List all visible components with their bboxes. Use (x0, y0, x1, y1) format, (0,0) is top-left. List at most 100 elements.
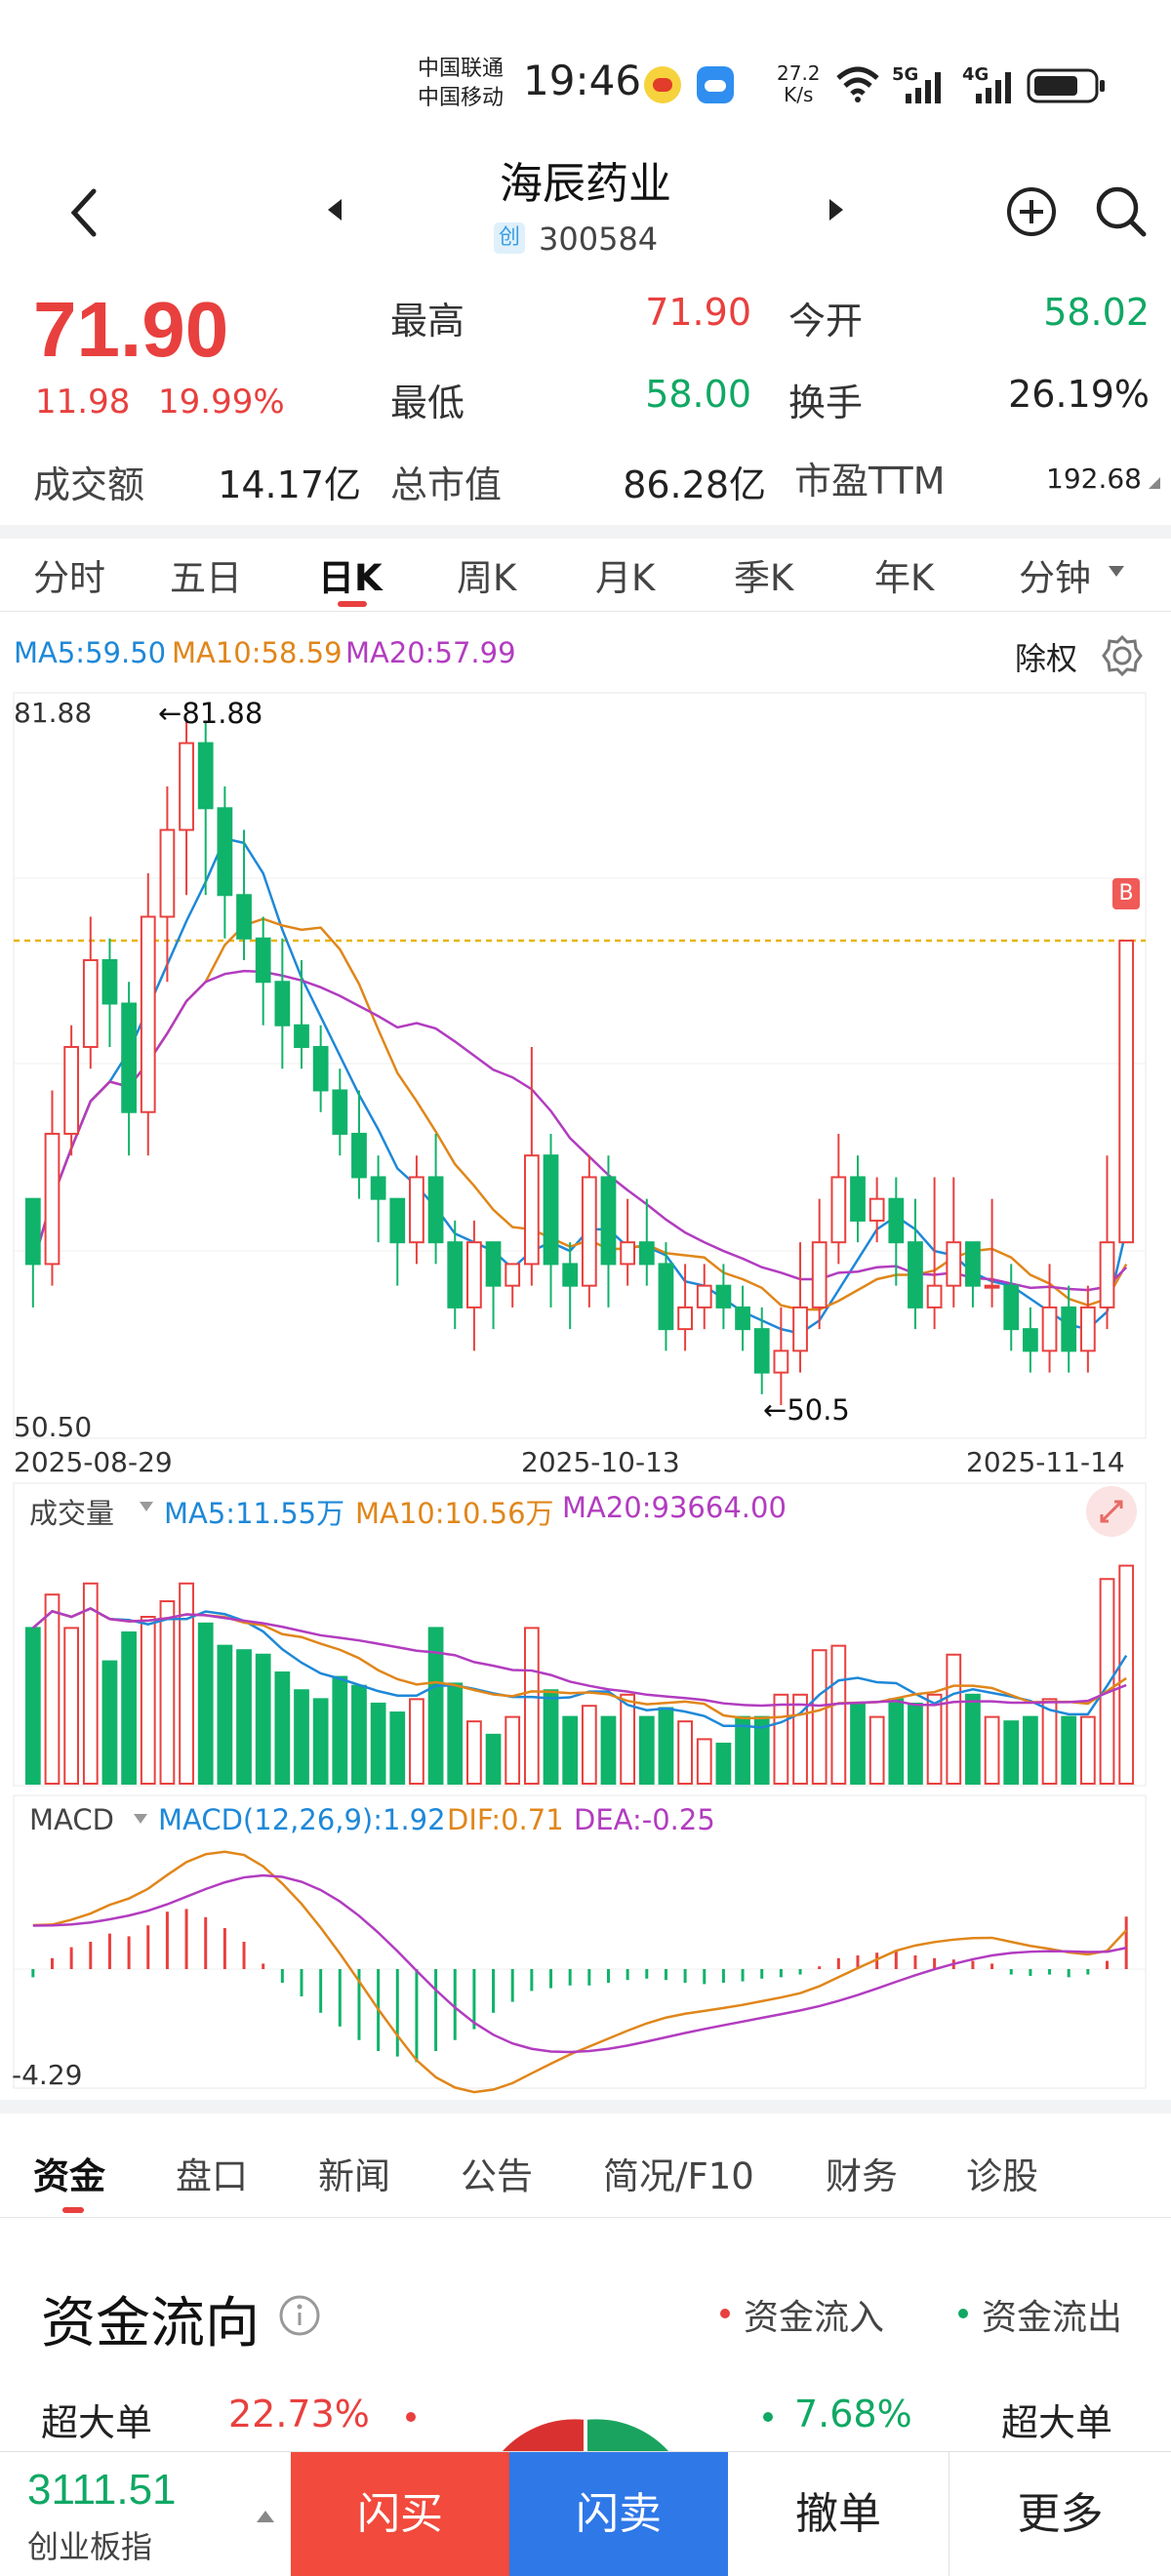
info-tab[interactable]: 新闻 (318, 2155, 390, 2197)
index-value[interactable]: 3111.51 (27, 2466, 177, 2514)
volume-bar (427, 1627, 444, 1786)
period-tab[interactable]: 年K (874, 557, 935, 599)
period-tab[interactable]: 月K (595, 557, 656, 599)
minute-dropdown-icon[interactable] (1107, 564, 1126, 580)
volume-bar (581, 1705, 597, 1785)
signal-4g-icon (976, 72, 1011, 103)
volume-bar (101, 1660, 118, 1785)
volume-bar (485, 1733, 502, 1785)
candle-body (140, 915, 156, 1113)
high-label: 最高 (390, 300, 465, 342)
candle-body (811, 1241, 828, 1308)
vol-ma5-legend: MA5:11.55万 (164, 1497, 345, 1530)
index-name[interactable]: 创业板指 (27, 2528, 153, 2565)
info-tab[interactable]: 盘口 (176, 2155, 248, 2197)
volume-bar (505, 1715, 521, 1785)
outflow-dot (958, 2309, 968, 2318)
price-min-label: 50.50 (14, 1411, 93, 1443)
buy-signal-badge[interactable]: B (1112, 878, 1140, 909)
kline-chart[interactable] (0, 0, 1171, 2108)
candle-body (715, 1284, 732, 1308)
section-divider-2 (0, 2100, 1171, 2113)
candle-body (1079, 1306, 1096, 1352)
clock: 19:46 (523, 57, 642, 104)
index-expand-icon[interactable] (256, 2509, 275, 2524)
volume-bar (773, 1693, 789, 1786)
back-icon[interactable] (64, 187, 103, 238)
candle-body (1061, 1306, 1077, 1352)
candle-body (255, 937, 271, 984)
signal-5g-icon (906, 72, 941, 103)
volume-bar (1023, 1715, 1038, 1785)
search-icon[interactable] (1093, 183, 1150, 240)
vol-ma10-legend: MA10:10.56万 (355, 1497, 554, 1530)
volume-bar (294, 1689, 309, 1785)
candle-body (427, 1176, 444, 1244)
volume-bar (1118, 1564, 1135, 1786)
dea-line (32, 1873, 1127, 2054)
inflow-dot (720, 2309, 730, 2318)
period-tab[interactable]: 五日 (170, 557, 242, 599)
add-watchlist-icon[interactable] (1005, 185, 1058, 238)
volume-bar (82, 1582, 99, 1786)
info-tab[interactable]: 资金 (33, 2155, 105, 2197)
period-tab[interactable]: 分钟 (1019, 557, 1091, 599)
info-tab[interactable]: 诊股 (966, 2155, 1038, 2197)
open-label: 今开 (788, 300, 864, 342)
flash-sell-button[interactable]: 闪卖 (509, 2452, 728, 2576)
period-tab[interactable]: 周K (457, 557, 517, 599)
weibo-icon (644, 66, 681, 103)
next-stock-icon[interactable] (826, 197, 845, 222)
fund-flow-title: 资金流向 (41, 2292, 260, 2355)
info-tab[interactable]: 公告 (461, 2155, 533, 2197)
candle-body (447, 1241, 464, 1308)
period-tab[interactable]: 日K (318, 557, 383, 599)
candle-body (773, 1349, 789, 1374)
ma5-legend: MA5:59.50 (14, 636, 167, 669)
volume-bar (1041, 1698, 1058, 1785)
turnover-label: 换手 (788, 382, 864, 424)
volume-bar (63, 1627, 80, 1786)
period-tab[interactable]: 季K (734, 557, 794, 599)
period-tab[interactable]: 分时 (33, 557, 105, 599)
candle-body (696, 1284, 712, 1308)
info-tab[interactable]: 简况/F10 (603, 2155, 754, 2197)
net-speed-unit: K/s (784, 83, 814, 106)
battery-icon (1027, 68, 1105, 103)
volume-label[interactable]: 成交量 (29, 1497, 115, 1530)
fund-flow-donut (498, 2419, 673, 2457)
flash-buy-button[interactable]: 闪买 (291, 2452, 509, 2576)
adjust-button[interactable]: 除权 (1015, 640, 1078, 677)
volume-bar (715, 1742, 732, 1785)
candle-body (638, 1241, 655, 1266)
volume-bar (830, 1644, 847, 1786)
candle-body (792, 1306, 808, 1352)
cancel-order-button[interactable]: 撤单 (795, 2489, 881, 2539)
candle-body (868, 1197, 885, 1222)
volume-bar (562, 1715, 579, 1785)
candle-body (908, 1241, 923, 1308)
candle-body (523, 1154, 540, 1266)
settings-gear-icon[interactable] (1101, 634, 1144, 677)
macd-label[interactable]: MACD (29, 1803, 114, 1836)
ff-row1-in-dot (406, 2412, 416, 2422)
info-tab[interactable]: 财务 (826, 2155, 898, 2197)
candle-body (505, 1263, 521, 1287)
candle-body (946, 1241, 962, 1287)
volume-dropdown-icon[interactable] (139, 1501, 154, 1512)
volume-bar (121, 1630, 137, 1785)
info-icon[interactable] (277, 2293, 322, 2338)
candle-body (101, 959, 118, 1005)
macd-dropdown-icon[interactable] (133, 1813, 148, 1825)
carrier-labels: 中国联通 中国移动 (418, 55, 504, 113)
pe-value[interactable]: 192.68 (1046, 463, 1142, 495)
fullscreen-icon[interactable] (1085, 1485, 1138, 1538)
volume-bar (926, 1693, 943, 1786)
prev-stock-icon[interactable] (326, 197, 345, 222)
macd-value: MACD(12,26,9):1.92 (158, 1803, 446, 1836)
candle-body (159, 828, 176, 918)
candle-body (620, 1241, 636, 1266)
ma20-legend: MA20:57.99 (345, 636, 516, 669)
pe-expand-icon[interactable] (1148, 476, 1161, 490)
more-button[interactable]: 更多 (1017, 2489, 1104, 2539)
